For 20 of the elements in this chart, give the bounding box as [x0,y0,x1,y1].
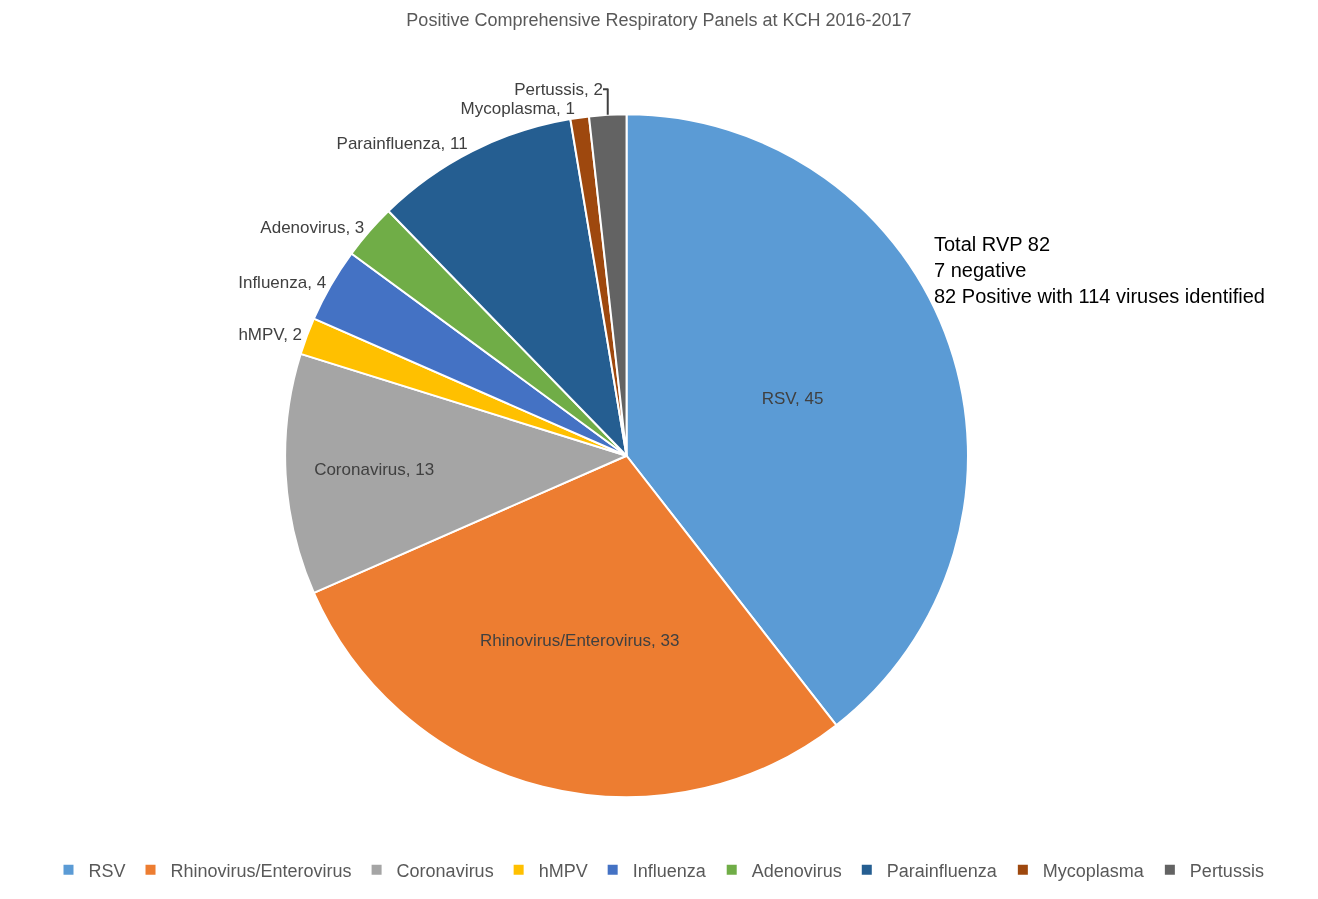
data-label: Coronavirus, 13 [314,460,435,480]
data-label: hMPV, 2 [238,325,303,345]
legend-label: Parainfluenza [886,860,998,881]
legend-label: Influenza [632,860,707,881]
legend-label: RSV [88,860,126,881]
legend-label: Adenovirus [751,860,842,881]
data-label: Mycoplasma, 1 [460,98,575,118]
data-label: Adenovirus, 3 [260,217,365,237]
legend-label: hMPV [538,860,588,881]
chart-title: Positive Comprehensive Respiratory Panels at KCH 2016-2017 [406,10,912,31]
data-label: Influenza, 4 [238,273,327,293]
legend-label: Coronavirus [396,860,494,881]
data-label: Parainfluenza, 11 [336,134,468,154]
data-label: Rhinovirus/Enterovirus, 33 [480,631,680,651]
legend-label: Pertussis [1189,860,1264,881]
legend-label: Mycoplasma [1042,860,1145,881]
legend-label: Rhinovirus/Enterovirus [170,860,352,881]
data-label: RSV, 45 [761,389,824,409]
data-label: Pertussis, 2 [514,79,603,99]
text: Total RVP 82 7 negative 82 Positive with 114 viruses identified [934,233,1265,307]
